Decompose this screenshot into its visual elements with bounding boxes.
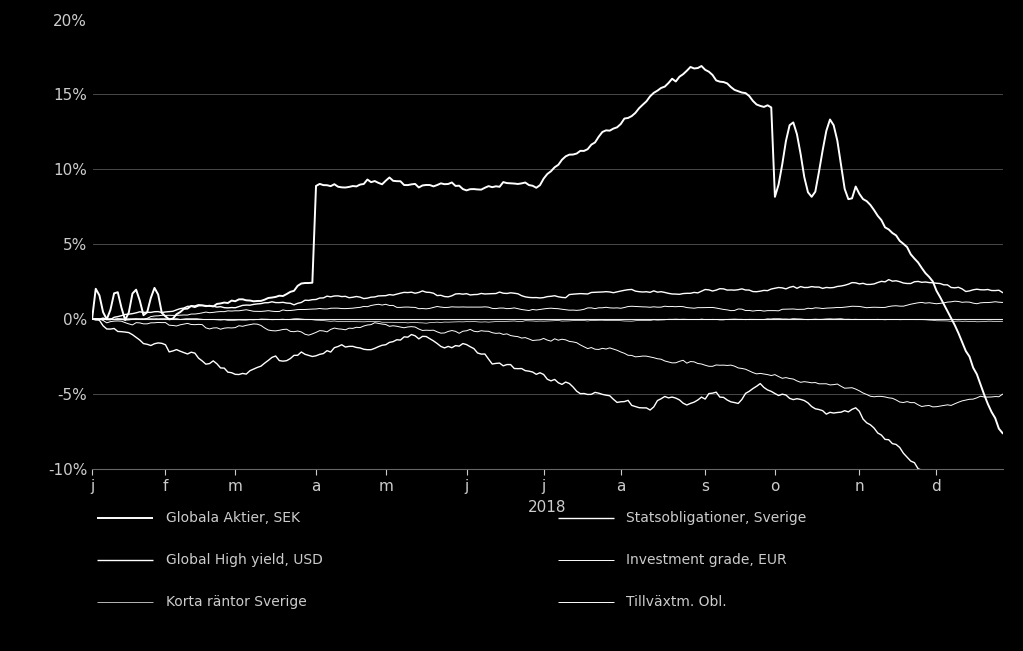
Text: Korta räntor Sverige: Korta räntor Sverige	[166, 595, 307, 609]
Text: Investment grade, EUR: Investment grade, EUR	[626, 553, 787, 567]
Text: Global High yield, USD: Global High yield, USD	[166, 553, 322, 567]
Text: Globala Aktier, SEK: Globala Aktier, SEK	[166, 510, 300, 525]
Text: Statsobligationer, Sverige: Statsobligationer, Sverige	[626, 510, 806, 525]
X-axis label: 2018: 2018	[528, 500, 567, 515]
Text: Tillväxtm. Obl.: Tillväxtm. Obl.	[626, 595, 726, 609]
